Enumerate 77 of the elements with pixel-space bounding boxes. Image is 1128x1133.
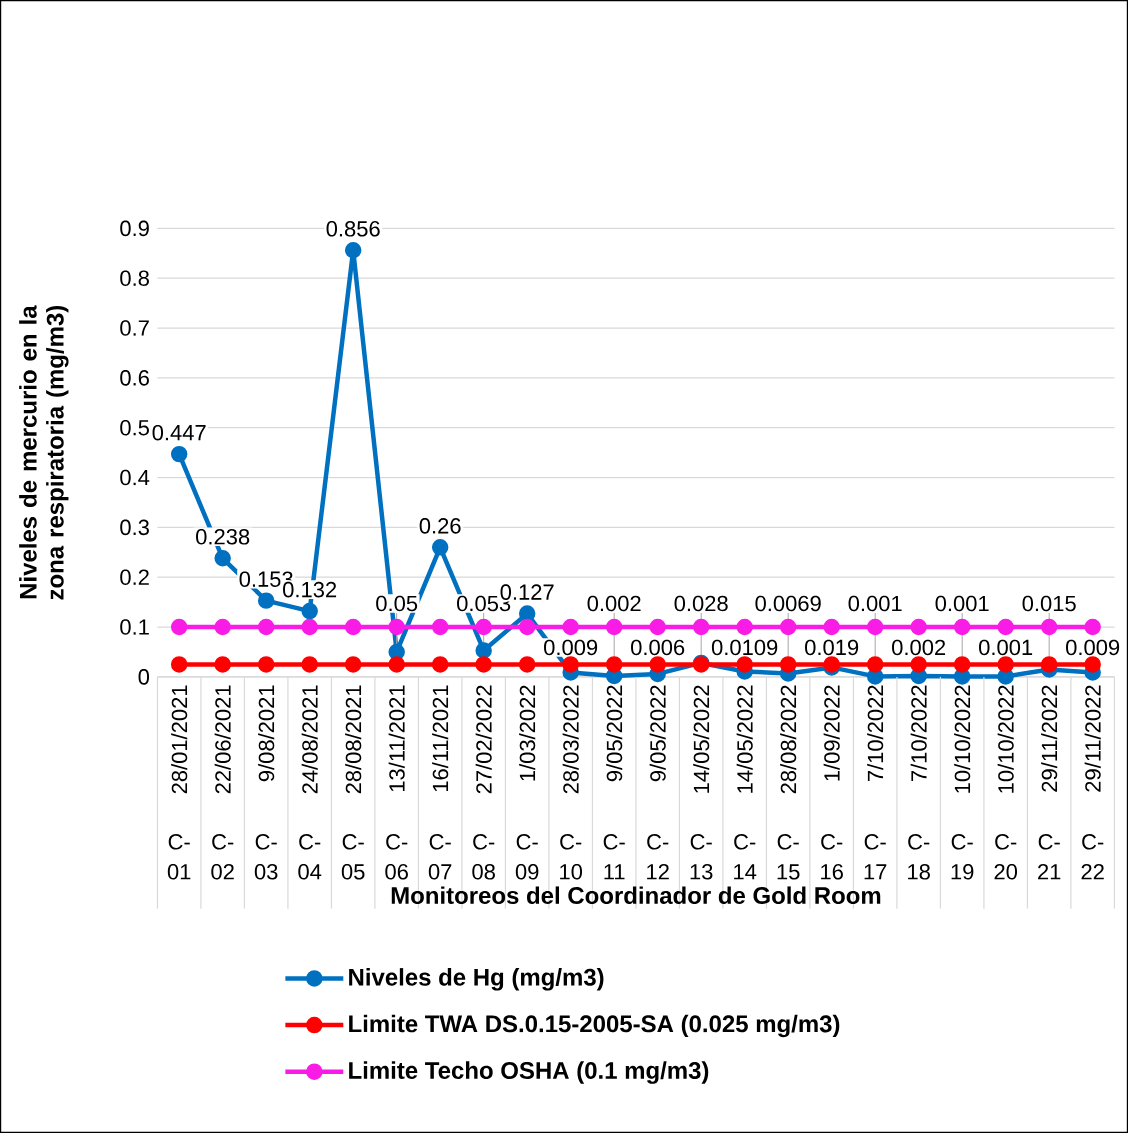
text: C-06 — [385, 834, 408, 880]
x-tick-label: 1/09/2022 — [823, 685, 840, 781]
y-tick-label: 0.1 — [120, 619, 149, 635]
x-tick-label: 9/08/2021 — [258, 685, 275, 782]
x-tick-label: 28/03/2022 — [562, 685, 579, 794]
x-tick-label: 13/11/2021 — [388, 685, 405, 792]
x-tick-label: 28/01/2021 — [171, 685, 188, 794]
text: C-12 — [647, 834, 669, 880]
text: C-04 — [298, 834, 322, 880]
y-tick-label: 0.6 — [120, 370, 149, 386]
x-tick-label: 24/08/2021 — [301, 685, 318, 794]
text: C-14 — [734, 834, 757, 880]
text: C-02 — [211, 834, 234, 880]
y-tick-label: 0.4 — [120, 469, 150, 486]
y-tick-label: 0.5 — [120, 419, 149, 436]
data-label: 0.001 — [848, 595, 902, 612]
text: C-01 — [167, 834, 191, 880]
data-label: 0.002 — [587, 595, 641, 612]
x-tick-label: 22/06/2021 — [214, 685, 231, 794]
text: C-17 — [864, 834, 887, 880]
text: C-15 — [777, 834, 800, 880]
x-tick-label: 9/05/2022 — [606, 685, 623, 782]
x-tick-label: 7/10/2022 — [910, 685, 927, 782]
x-tick-label: 16/11/2021 — [432, 685, 449, 792]
x-tick-label: 29/11/2022 — [1041, 685, 1058, 792]
legend-label: Limite Techo OSHA (0.1 mg/m3) — [349, 1061, 709, 1084]
y-tick-label: 0 — [138, 669, 150, 685]
text: C-18 — [908, 834, 930, 880]
x-tick-label: 28/08/2022 — [780, 685, 797, 794]
data-label: 0.001 — [979, 639, 1033, 656]
y-tick-label: 0.9 — [120, 220, 149, 237]
x-tick-label: 14/05/2022 — [693, 685, 710, 793]
data-label: 0.0069 — [755, 595, 821, 612]
data-label: 0.238 — [196, 529, 250, 545]
x-tick-label: 10/10/2022 — [954, 685, 971, 793]
data-label: 0.26 — [419, 518, 461, 534]
x-tick-label: 27/02/2022 — [475, 685, 492, 794]
text: C-08 — [472, 834, 495, 880]
text: C-21 — [1038, 834, 1061, 880]
text: C-20 — [994, 834, 1018, 880]
x-tick-label: 9/05/2022 — [649, 685, 666, 782]
y-tick-label: 0.8 — [120, 270, 149, 286]
text: C-19 — [951, 834, 974, 880]
text: C-09 — [515, 834, 539, 880]
x-tick-label: 10/10/2022 — [997, 685, 1014, 793]
data-label: 0.019 — [805, 639, 859, 656]
text: C-22 — [1081, 834, 1104, 880]
text: C-11 — [603, 834, 625, 880]
x-tick-label: 7/10/2022 — [867, 685, 884, 782]
y-tick-label: 0.7 — [120, 320, 149, 336]
data-label: 0.009 — [544, 639, 598, 656]
text: C-07 — [428, 834, 452, 880]
x-tick-label: 28/08/2021 — [345, 685, 362, 794]
y-tick-label: 0.3 — [120, 519, 149, 536]
x-tick-label: 1/03/2022 — [519, 685, 536, 781]
text: C-03 — [254, 834, 278, 880]
y-tick-label: 0.2 — [120, 569, 149, 585]
data-label: 0.028 — [674, 595, 728, 612]
text: C-13 — [690, 834, 713, 880]
data-label: 0.009 — [1066, 639, 1120, 656]
data-label: 0.002 — [892, 639, 946, 656]
text: C-16 — [821, 834, 843, 880]
x-tick-label: 29/11/2022 — [1084, 685, 1101, 792]
data-label: 0.05 — [376, 595, 418, 612]
text: C-10 — [560, 834, 583, 880]
data-label: 0.006 — [631, 639, 685, 656]
y-axis-title: Niveles de mercurio en la zona respiratoria (mg/m3) — [19, 305, 69, 600]
legend-label: Niveles de Hg (mg/m3) — [349, 968, 604, 991]
data-label: 0.001 — [935, 595, 989, 612]
text: C-05 — [341, 834, 365, 880]
x-axis-title: Monitoreos del Coordinador de Gold Room — [391, 886, 881, 905]
data-label: 0.0109 — [711, 639, 778, 656]
data-label: 0.015 — [1022, 595, 1076, 612]
data-label: 0.856 — [326, 221, 380, 237]
data-label: 0.447 — [152, 424, 206, 441]
legend-label: Limite TWA DS.0.15-2005-SA (0.025 mg/m3) — [349, 1014, 840, 1038]
x-tick-label: 14/05/2022 — [736, 685, 753, 793]
